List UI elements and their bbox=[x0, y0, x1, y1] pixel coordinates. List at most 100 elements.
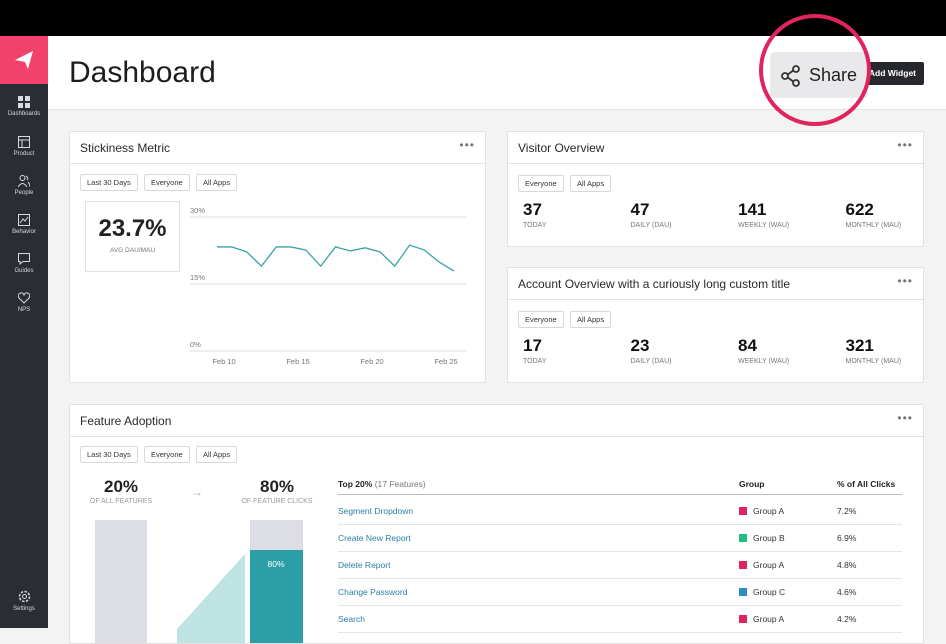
nav-icon bbox=[18, 175, 30, 187]
divider bbox=[508, 299, 923, 300]
nav-item[interactable]: Product bbox=[0, 136, 48, 157]
x-tick-label: Feb 25 bbox=[434, 357, 457, 366]
row-rule bbox=[338, 524, 902, 525]
stat-value: 37 bbox=[523, 200, 542, 219]
card-menu[interactable]: ••• bbox=[897, 274, 913, 288]
stat-label: MONTHLY (MAU) bbox=[845, 222, 902, 229]
clicks-share: 4.6% bbox=[837, 587, 857, 597]
group-swatch bbox=[739, 561, 747, 569]
row-rule bbox=[338, 605, 902, 606]
metric-value: 23.7% bbox=[98, 215, 167, 242]
card-menu[interactable]: ••• bbox=[459, 138, 475, 152]
stat-value: 23 bbox=[630, 336, 650, 355]
stat-value: 622 bbox=[845, 200, 874, 219]
stat-label: WEEKLY (WAU) bbox=[738, 222, 790, 229]
logo[interactable] bbox=[0, 36, 48, 84]
settings-icon bbox=[18, 590, 30, 603]
row-rule bbox=[338, 632, 902, 633]
account-overview-card: Account Overview with a curiously long c… bbox=[507, 267, 924, 383]
logo-icon bbox=[15, 51, 33, 69]
nav-label: Settings bbox=[13, 606, 35, 612]
nav-label: Product bbox=[13, 151, 35, 157]
sidebar bbox=[0, 36, 48, 628]
page-title: Dashboard bbox=[69, 56, 216, 89]
stat-value: 47 bbox=[630, 200, 650, 219]
feature-adoption-card: Feature Adoption ••• 20% OF ALL FEATURES… bbox=[69, 404, 924, 644]
nav-label: People bbox=[14, 190, 34, 196]
filter[interactable]: Everyone bbox=[144, 174, 190, 191]
stat-value: 141 bbox=[738, 200, 767, 219]
filter[interactable]: Last 30 Days bbox=[80, 174, 138, 191]
filter[interactable]: Everyone bbox=[144, 446, 190, 463]
table-header-group: Group bbox=[739, 479, 765, 489]
divider bbox=[508, 163, 923, 164]
divider bbox=[70, 436, 923, 437]
y-tick-label: 30% bbox=[190, 206, 205, 215]
feature-name[interactable]: Delete Report bbox=[338, 560, 391, 570]
card-menu[interactable]: ••• bbox=[897, 411, 913, 425]
nav-item[interactable]: Dashboards bbox=[0, 96, 48, 117]
filter[interactable]: All Apps bbox=[196, 174, 238, 191]
count-label: (17 Features) bbox=[374, 479, 426, 489]
clicks-share: 4.2% bbox=[837, 614, 857, 624]
feature-name[interactable]: Change Password bbox=[338, 587, 408, 597]
features-share: 20% bbox=[103, 477, 139, 496]
stickiness-card: Stickiness Metric ••• 23.7% AVG DAU/MAU … bbox=[69, 131, 486, 383]
filter[interactable]: Everyone bbox=[518, 175, 564, 192]
table-header-top: Top 20% (17 Features) bbox=[338, 479, 426, 489]
filter[interactable]: All Apps bbox=[196, 446, 238, 463]
stickiness-chart: 30% 15% 0% Feb 10 Feb 15 Feb 20 Feb 25 bbox=[190, 206, 467, 366]
nav-item[interactable]: NPS bbox=[0, 292, 48, 313]
stat-value: 321 bbox=[845, 336, 874, 355]
card-title: Feature Adoption bbox=[80, 414, 172, 428]
group-name: Group A bbox=[753, 560, 785, 570]
group-name: Group B bbox=[753, 533, 785, 543]
filter[interactable]: All Apps bbox=[570, 175, 612, 192]
funnel bbox=[177, 554, 245, 643]
x-tick-label: Feb 20 bbox=[360, 357, 383, 366]
card-title: Visitor Overview bbox=[518, 141, 605, 155]
group-name: Group C bbox=[753, 587, 786, 597]
group-swatch bbox=[739, 615, 747, 623]
clicks-share: 4.8% bbox=[837, 560, 857, 570]
nav-item[interactable]: People bbox=[0, 175, 48, 196]
nav-label: Behavior bbox=[12, 229, 36, 235]
table-header-clicks: % of All Clicks bbox=[837, 479, 896, 489]
x-tick-label: Feb 10 bbox=[212, 357, 235, 366]
filter[interactable]: Last 30 Days bbox=[80, 446, 138, 463]
stat-label: DAILY (DAU) bbox=[630, 358, 672, 365]
clicks-share: 7.2% bbox=[837, 506, 857, 516]
group-name: Group A bbox=[753, 506, 785, 516]
bar-label: 80% bbox=[267, 559, 284, 569]
nav-item[interactable]: Settings bbox=[0, 590, 48, 612]
nav-label: NPS bbox=[17, 307, 31, 313]
nav-icon bbox=[18, 253, 30, 265]
metric-box: 23.7% AVG DAU/MAU bbox=[85, 201, 180, 272]
y-tick-label: 0% bbox=[190, 340, 201, 349]
card-title: Account Overview with a curiously long c… bbox=[518, 277, 791, 291]
filter[interactable]: All Apps bbox=[570, 311, 612, 328]
feature-name[interactable]: Create New Report bbox=[338, 533, 411, 543]
clicks-share: 6.9% bbox=[837, 533, 857, 543]
nav-label: Guides bbox=[14, 268, 34, 274]
group-swatch bbox=[739, 534, 747, 542]
adoption-graphic: 80% bbox=[95, 520, 303, 643]
feature-name[interactable]: Segment Dropdown bbox=[338, 506, 414, 516]
nav-item[interactable]: Guides bbox=[0, 253, 48, 274]
nav-icon bbox=[18, 96, 30, 108]
card-title: Stickiness Metric bbox=[80, 141, 171, 155]
card-menu[interactable]: ••• bbox=[897, 138, 913, 152]
feature-name[interactable]: Search bbox=[338, 614, 365, 624]
group-swatch bbox=[739, 507, 747, 515]
nav-item[interactable]: Behavior bbox=[0, 214, 48, 235]
header-rule bbox=[338, 494, 902, 495]
nav-label: Dashboards bbox=[7, 111, 41, 117]
stat-label: WEEKLY (WAU) bbox=[738, 358, 790, 365]
stickiness-line bbox=[217, 244, 455, 272]
clicks-share: 80% bbox=[259, 477, 295, 496]
filter[interactable]: Everyone bbox=[518, 311, 564, 328]
all-features-bar bbox=[95, 520, 147, 643]
x-tick-label: Feb 15 bbox=[286, 357, 309, 366]
stat-label: TODAY bbox=[523, 358, 547, 365]
